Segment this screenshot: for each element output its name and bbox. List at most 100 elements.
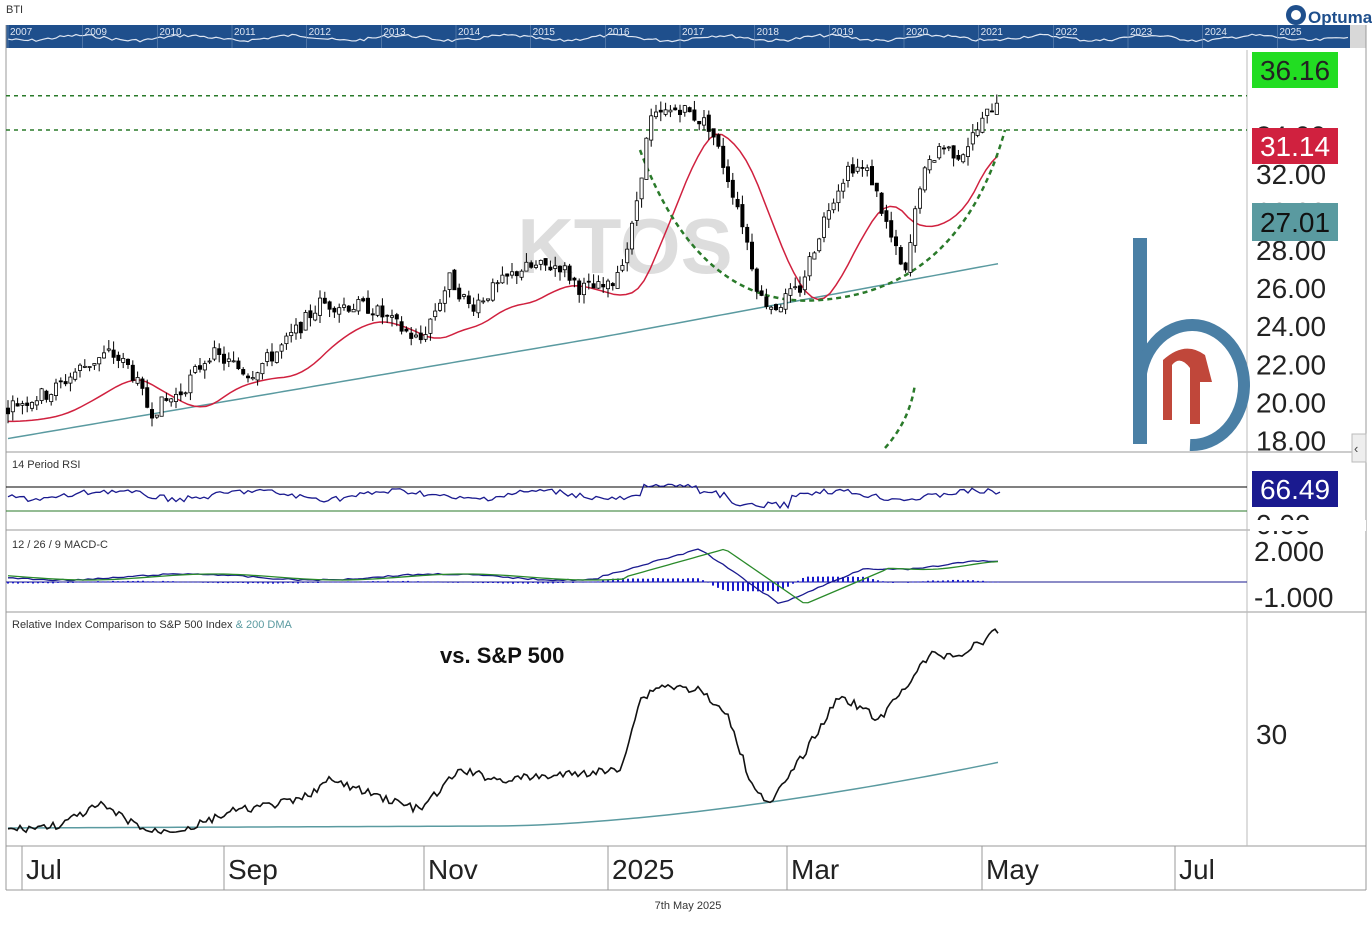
candle-body [289,332,294,337]
candle-body [332,307,337,313]
relative-title: Relative Index Comparison to S&P 500 Ind… [12,619,293,631]
relative-panel[interactable]: Relative Index Comparison to S&P 500 Ind… [7,619,1287,835]
candle-body [606,280,611,290]
candle-body [389,315,394,318]
candle-body [178,391,183,396]
macd-histogram-bar [257,582,259,584]
candle-body [524,261,529,272]
price-axis-tick: 20.00 [1256,387,1326,418]
candle-body [265,352,270,362]
macd-histogram-bar [177,581,179,583]
overview-year-label: 2010 [159,27,182,38]
candle-body [82,365,87,368]
candle-body [529,262,534,268]
candle-body [183,392,188,395]
macd-histogram-bar [592,581,594,583]
price-panel[interactable]: 18.0020.0022.0024.0026.0028.0030.0032.00… [6,52,1338,456]
macd-histogram-bar [397,581,399,583]
macd-histogram-bar [137,580,139,583]
candle-body [586,280,591,283]
macd-histogram-bar [547,582,549,584]
macd-histogram-bar [667,578,669,583]
candle-body [884,210,889,222]
candle-body [269,351,274,362]
candle-body [850,164,855,174]
macd-histogram-bar [372,581,374,583]
candle-body [92,363,97,366]
macd-histogram-bar [42,582,44,584]
macd-histogram-bar [687,578,689,583]
overview-year-label: 2009 [85,27,108,38]
macd-histogram-bar [167,581,169,583]
candle-body [591,283,596,289]
macd-histogram-bar [92,581,94,583]
macd-histogram-bar [742,582,744,591]
candle-body [759,290,764,296]
macd-histogram-bar [972,580,974,583]
candle-body [908,242,913,273]
candle-body [413,334,418,338]
candle-body [966,146,971,157]
candle-body [490,282,495,301]
macd-histogram-bar [827,576,829,583]
candle-body [903,262,908,271]
candle-body [394,314,399,320]
macd-histogram-bar [942,580,944,583]
relative-200dma-line [7,761,999,829]
last-price-badge: 36.16 [1252,52,1338,88]
overview-year-label: 2021 [981,27,1004,38]
brand-text: Optuma [1308,8,1372,27]
ma-50-line [7,133,999,423]
candle-body [721,145,726,168]
macd-histogram-bar [327,581,329,583]
price-axis-tick: 18.00 [1256,425,1326,456]
price-axis-tick: 26.00 [1256,273,1326,304]
candle-body [212,347,217,360]
macd-panel[interactable]: 12 / 26 / 9 MACD-C 2.000 -1.000 [6,536,1333,613]
candle-body [154,414,159,418]
candle-body [202,363,207,371]
price-axis-tick: 22.00 [1256,349,1326,380]
macd-histogram-bar [352,581,354,583]
macd-histogram-bar [347,581,349,583]
candle-body [898,247,903,265]
macd-histogram-bar [282,582,284,584]
macd-histogram-bar [72,582,74,583]
candle-body [485,298,490,301]
scroll-right-button[interactable] [1350,25,1366,48]
macd-histogram-bar [952,579,954,583]
macd-histogram-bar [912,581,914,583]
macd-histogram-bar [117,581,119,583]
candle-body [649,115,654,141]
candle-body [63,381,68,385]
macd-histogram-bar [657,578,659,583]
candle-body [687,107,692,113]
macd-histogram-bar [147,581,149,583]
macd-histogram-bar [777,582,779,592]
macd-histogram-bar [962,580,964,583]
candle-body [471,304,476,312]
macd-histogram-bar [432,581,434,583]
candle-body [457,287,462,300]
x-axis: Jul Sep Nov 2025 Mar May Jul [21,846,1215,890]
overview-strip[interactable]: 2007 2009 2010 2011 2012 2013 2014 2015 2016 2017… [6,25,1350,48]
macd-histogram-bar [527,582,529,584]
macd-histogram-bar [757,582,759,592]
macd-histogram-bar [992,581,994,583]
candle-body [505,273,510,277]
candle-body [548,266,553,271]
candle-body [197,365,202,370]
candle-body [601,283,606,288]
collapse-panel-button[interactable] [1351,433,1367,463]
candle-body [855,166,860,172]
macd-histogram-bar [522,582,524,584]
macd-histogram-bar [362,581,364,583]
rsi-panel[interactable]: 14 Period RSI 66.49 0.00 [6,459,1338,540]
svg-text:31.14: 31.14 [1260,131,1330,162]
candle-body [994,102,999,115]
candle-body [625,248,630,264]
candle-body [970,132,975,145]
macd-histogram-bar [637,578,639,583]
candle-body [423,334,428,340]
relative-line [7,628,999,835]
